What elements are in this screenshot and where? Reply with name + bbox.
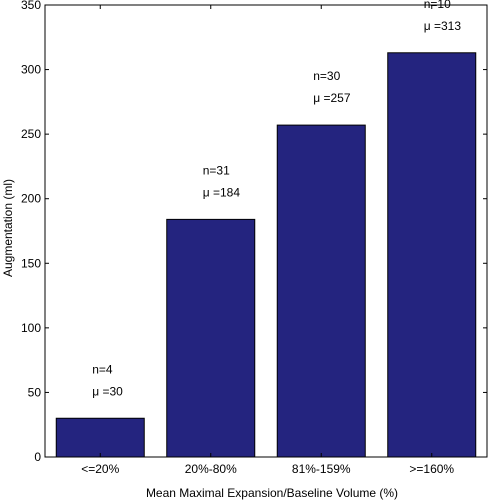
x-tick-label: 81%-159% <box>292 462 351 476</box>
bar-mean-label: μ =257 <box>313 91 351 105</box>
x-axis-label: Mean Maximal Expansion/Baseline Volume (… <box>146 486 398 500</box>
plot-area: 0 50 100 150 200 250 300 350 <=20% n=4 μ =30 20%-80… <box>21 0 488 476</box>
y-tick-label: 100 <box>21 321 41 335</box>
bar <box>166 218 256 458</box>
bar <box>55 417 145 458</box>
y-axis-label: Augmentation (ml) <box>1 179 15 277</box>
plot-frame <box>44 4 488 458</box>
y-tick-label: 50 <box>28 385 42 399</box>
bar-count-label: n=30 <box>313 69 340 83</box>
bar-count-label: n=10 <box>424 0 451 11</box>
bar-mean-label: μ =313 <box>424 19 462 33</box>
bar-count-label: n=31 <box>203 163 230 177</box>
y-tick-label: 350 <box>21 0 41 12</box>
x-tick-label: <=20% <box>81 462 119 476</box>
bar <box>276 124 366 458</box>
y-tick-label: 150 <box>21 256 41 270</box>
bar-mean-label: μ =30 <box>92 384 123 398</box>
x-tick-label: >=160% <box>409 462 454 476</box>
y-tick-label: 200 <box>21 192 41 206</box>
y-tick-label: 300 <box>21 63 41 77</box>
bar-mean-label: μ =184 <box>203 185 241 199</box>
y-tick-label: 250 <box>21 127 41 141</box>
x-tick-label: 20%-80% <box>185 462 237 476</box>
bar <box>387 52 477 458</box>
bar-count-label: n=4 <box>92 362 113 376</box>
y-tick-label: 0 <box>34 450 41 464</box>
